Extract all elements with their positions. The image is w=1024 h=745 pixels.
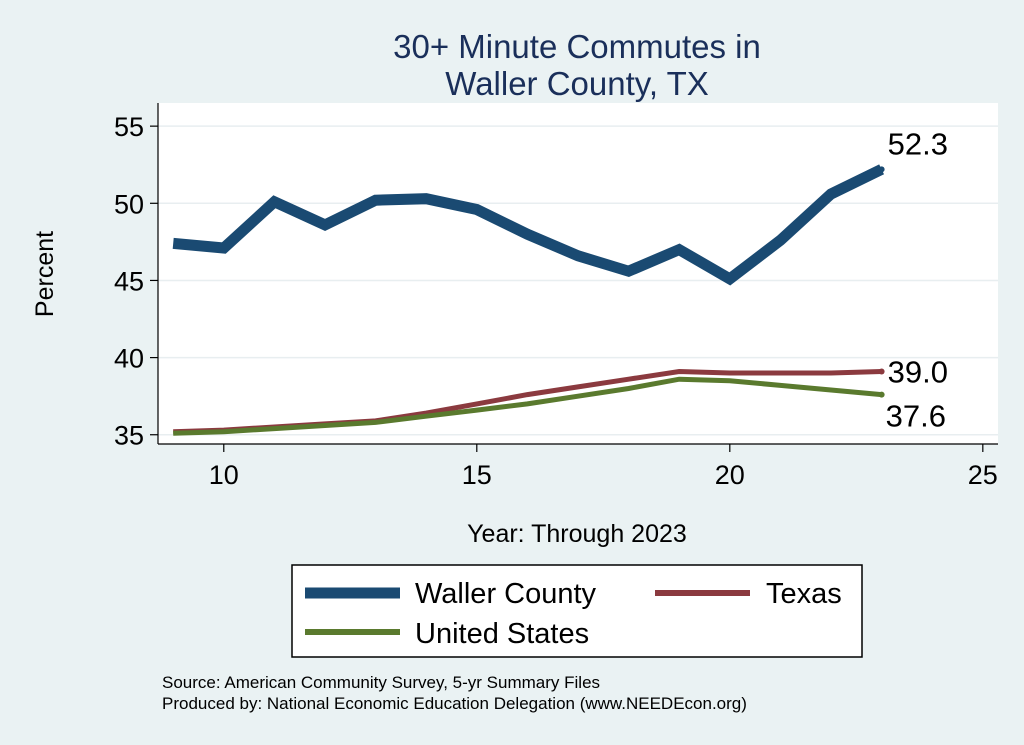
series-line-waller-county (172, 164, 885, 286)
x-tick-label-25: 25 (968, 460, 998, 490)
end-marker-waller-county (878, 166, 885, 173)
end-label-waller-county: 52.3 (888, 126, 948, 161)
producer-note: Produced by: National Economic Education… (162, 694, 747, 713)
end-marker-texas (878, 368, 885, 375)
x-tick-label-20: 20 (715, 460, 745, 490)
series-line-united-states (173, 376, 882, 436)
chart-title-line-2: Waller County, TX (445, 65, 708, 102)
source-note: Source: American Community Survey, 5-yr … (162, 673, 600, 692)
x-tick-label-15: 15 (462, 460, 492, 490)
chart-title-line-1: 30+ Minute Commutes in (393, 28, 761, 65)
end-label-united-states: 37.6 (886, 399, 946, 434)
legend-label-waller-county: Waller County (415, 578, 597, 610)
y-tick-label-40: 40 (114, 344, 144, 374)
y-tick-label-35: 35 (114, 421, 144, 451)
legend-box (291, 564, 863, 658)
y-tick-label-55: 55 (114, 112, 144, 142)
end-label-texas: 39.0 (888, 354, 948, 389)
legend: Waller County Texas United States (291, 564, 863, 658)
axes: 35 40 45 50 55 10 15 20 25 (114, 103, 998, 490)
y-axis-label: Percent (31, 231, 59, 317)
x-tick-label-10: 10 (209, 460, 239, 490)
end-labels: 52.3 39.0 37.6 (886, 126, 948, 433)
y-tick-label-50: 50 (114, 189, 144, 219)
legend-label-texas: Texas (766, 578, 842, 610)
x-axis-label: Year: Through 2023 (467, 520, 687, 548)
end-marker-united-states (878, 391, 885, 398)
y-tick-label-45: 45 (114, 266, 144, 296)
series-lines (172, 164, 885, 436)
legend-label-united-states: United States (415, 618, 589, 650)
grid (158, 125, 998, 436)
